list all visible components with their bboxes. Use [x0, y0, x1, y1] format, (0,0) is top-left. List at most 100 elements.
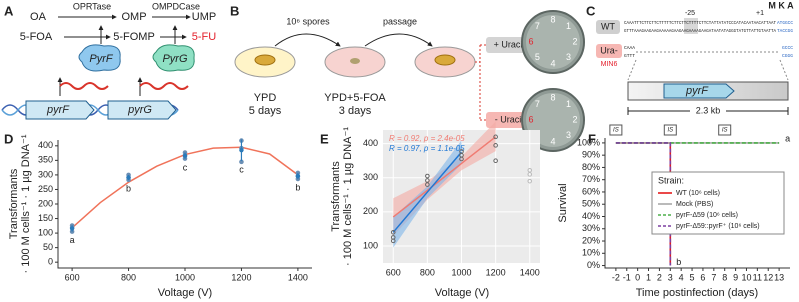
- point: [527, 167, 533, 173]
- condition-box: [486, 112, 532, 128]
- survival-line: [615, 142, 672, 266]
- colony: [254, 54, 276, 66]
- substrate: OA: [30, 11, 47, 23]
- mean: [239, 147, 244, 153]
- y-tick-label: 30%: [582, 223, 600, 233]
- strain-box: [596, 20, 620, 34]
- plate-number: 3: [566, 52, 571, 62]
- annotation: b: [676, 257, 681, 267]
- y-axis-label: Transformants: [8, 168, 20, 239]
- annotation: a: [785, 133, 790, 143]
- plate-number: 1: [566, 21, 571, 31]
- enzyme: OMPDCase: [152, 1, 200, 11]
- treatment-label: IS: [667, 128, 673, 134]
- x-tick-label: 0: [635, 272, 640, 282]
- x-tick-label: 1000: [451, 267, 471, 277]
- y-tick-label: 40%: [582, 211, 600, 221]
- product: UMP: [192, 11, 216, 23]
- point: [493, 134, 498, 140]
- x-tick-label: 1400: [288, 272, 308, 282]
- significance-letter: b: [126, 184, 131, 194]
- x-tick-label: 11: [753, 272, 762, 282]
- y-axis-label: · 100 M cells⁻¹ · 1 µg DNA⁻¹: [342, 127, 354, 266]
- plate-number: 1: [566, 99, 571, 109]
- legend-box: [651, 171, 785, 235]
- transfer: passage: [383, 16, 417, 26]
- y-tick-label: 70%: [582, 174, 600, 184]
- point: [425, 173, 430, 179]
- confidence-band: [393, 140, 462, 248]
- y-tick-label: 0%: [587, 260, 600, 270]
- sequence: ATGGCC: [777, 20, 793, 26]
- y-tick-label: 300: [363, 172, 378, 182]
- x-tick-label: 13: [774, 272, 784, 282]
- treatment-box: [718, 124, 732, 136]
- x-axis-label: Voltage (V): [158, 287, 212, 299]
- protein-label: PyrF: [89, 53, 114, 65]
- significance-letter: a: [70, 235, 75, 245]
- sequence: TACCGG: [777, 28, 793, 34]
- regression-line: [392, 136, 497, 218]
- bracket: [475, 44, 486, 121]
- residues: M K A: [768, 0, 794, 10]
- legend-label: Mock (PBS): [676, 201, 713, 208]
- mean: [126, 175, 131, 180]
- x-tick-label: -2: [612, 272, 620, 282]
- plate-number: 6: [528, 36, 533, 46]
- deletion: [627, 51, 789, 81]
- treatment-box: [609, 124, 623, 136]
- x-tick-label: 3: [668, 272, 673, 282]
- y-tick-label: 20%: [582, 235, 600, 245]
- sequence: CAAA: [624, 45, 635, 51]
- gene: [663, 83, 735, 99]
- protein: [152, 44, 195, 72]
- y-tick-label: 60%: [582, 186, 600, 196]
- y-axis-label: Survival: [557, 183, 569, 222]
- legend-label: pyrF-Δ59::pyrF⁺ (10⁶ cells): [676, 223, 760, 230]
- mrna: [59, 82, 109, 90]
- x-tick-label: 4: [679, 272, 684, 282]
- mean: [182, 153, 188, 158]
- treatment-label: IS: [722, 128, 728, 134]
- y-tick-label: 350: [38, 155, 53, 165]
- x-tick-label: -1: [623, 272, 631, 282]
- panel-c: WT Ura- MIN6 -25 +1 M K A CAAATTTCTTCTTC…: [596, 0, 794, 117]
- y-axis-label: Transformants: [330, 161, 342, 232]
- y-tick-label: 200: [38, 198, 53, 208]
- product: 5-FU: [192, 31, 217, 43]
- sequence: CAAATTTCTTCTTCTTTTTCTTCTTCTTTTCTTCTATTAT…: [624, 20, 776, 26]
- y-tick-label: 400: [38, 140, 53, 150]
- x-tick-label: 2: [657, 272, 662, 282]
- y-tick-label: 90%: [582, 150, 600, 160]
- significance-letter: c: [239, 164, 244, 174]
- sequence: CGGG: [782, 53, 793, 59]
- regression-line: [392, 151, 463, 233]
- condition: + Uracil: [494, 39, 525, 49]
- position: -25: [685, 10, 695, 17]
- significance-letter: b: [295, 183, 300, 193]
- plate-number: 2: [572, 36, 577, 46]
- legend-label: WT (10⁶ cells): [676, 190, 720, 197]
- panel-letter: D: [4, 131, 13, 146]
- point: [493, 143, 498, 148]
- gene: [107, 100, 177, 120]
- x-tick-label: 6: [700, 272, 705, 282]
- plate-number: 8: [550, 92, 555, 102]
- y-tick-label: 100: [38, 227, 53, 237]
- y-tick-label: 150: [38, 213, 53, 223]
- axis-line: [604, 138, 790, 269]
- y-tick-label: 50: [43, 242, 53, 252]
- x-tick-label: 1400: [520, 267, 540, 277]
- condition-box: [486, 37, 532, 53]
- point: [459, 149, 464, 154]
- x-axis-label: Voltage (V): [435, 287, 489, 299]
- plate-number: 5: [535, 52, 540, 62]
- plate-number: 2: [572, 114, 577, 124]
- medium: YPD+5-FOA: [324, 92, 386, 104]
- gene-label: pyrF: [46, 104, 70, 116]
- y-tick-label: 80%: [582, 162, 600, 172]
- sequence: GTTT: [624, 53, 635, 59]
- significance-letter: c: [183, 162, 188, 172]
- panel-letter: F: [588, 131, 596, 146]
- arrow: [364, 33, 433, 47]
